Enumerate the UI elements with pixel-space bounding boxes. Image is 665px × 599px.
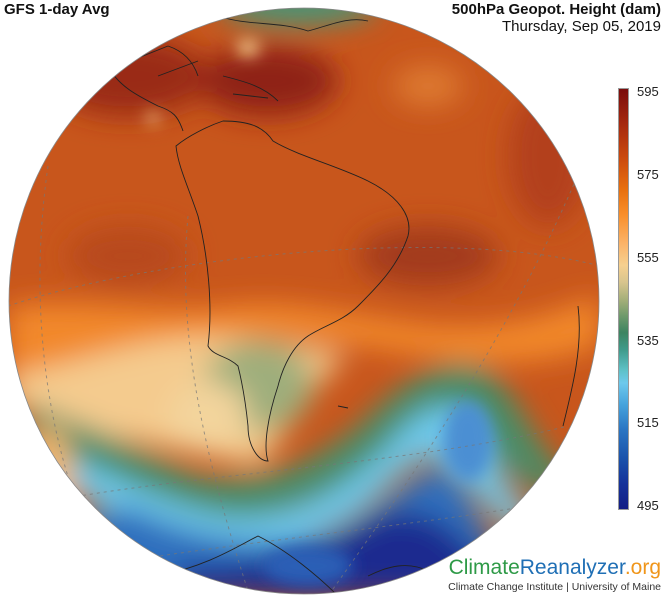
globe-map: [8, 7, 600, 595]
variable-title: 500hPa Geopot. Height (dam): [451, 1, 661, 18]
brand-reanalyzer: Reanalyzer: [519, 556, 625, 579]
title-block: 500hPa Geopot. Height (dam) Thursday, Se…: [452, 1, 661, 35]
model-label: GFS 1-day Avg: [4, 1, 110, 18]
brand-org: .org: [624, 556, 661, 579]
colorbar: [618, 88, 629, 510]
colorbar-tick-515: 515: [637, 415, 659, 430]
brand-subtitle: Climate Change Institute | University of…: [448, 581, 661, 593]
climate-reanalyzer-logo[interactable]: ClimateReanalyzer.org Climate Change Ins…: [448, 556, 661, 593]
colorbar-tick-535: 535: [637, 333, 659, 348]
colorbar-tick-555: 555: [637, 250, 659, 265]
brand-climate: Climate: [448, 556, 520, 579]
colorbar-tick-495: 495: [637, 498, 659, 513]
colorbar-tick-575: 575: [637, 167, 659, 182]
brand-name: ClimateReanalyzer.org: [448, 556, 661, 580]
date-label: Thursday, Sep 05, 2019: [502, 18, 661, 35]
colorbar-tick-595: 595: [637, 84, 659, 99]
